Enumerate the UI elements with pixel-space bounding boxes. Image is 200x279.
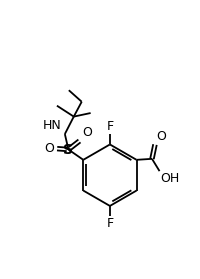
- Text: F: F: [106, 217, 113, 230]
- Text: O: O: [44, 142, 54, 155]
- Text: HN: HN: [43, 119, 61, 132]
- Text: OH: OH: [161, 172, 180, 185]
- Text: F: F: [106, 120, 113, 133]
- Text: O: O: [156, 130, 166, 143]
- Text: S: S: [63, 143, 73, 157]
- Text: O: O: [82, 126, 92, 139]
